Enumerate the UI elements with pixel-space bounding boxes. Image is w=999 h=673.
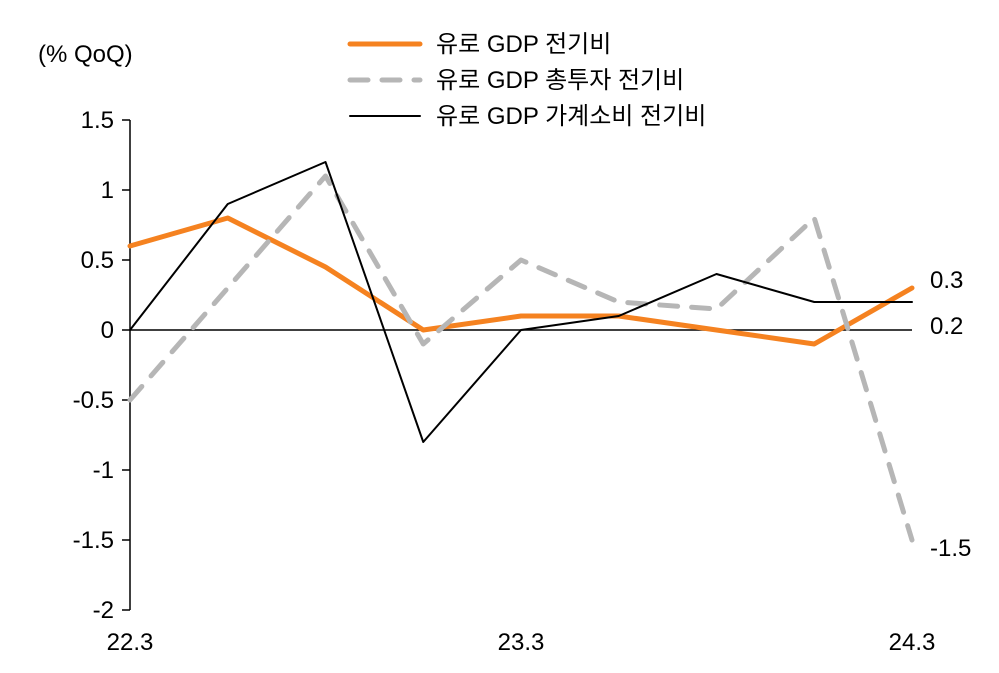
- y-tick-label: -1.5: [73, 527, 114, 554]
- legend-label-gdp: 유로 GDP 전기비: [436, 31, 611, 58]
- x-tick-label: 23.3: [498, 629, 545, 656]
- y-tick-label: -2: [93, 597, 114, 624]
- legend-label-investment: 유로 GDP 총투자 전기비: [436, 67, 684, 94]
- end-label-investment: -1.5: [930, 535, 971, 562]
- y-tick-label: -1: [93, 457, 114, 484]
- x-tick-label: 24.3: [889, 629, 936, 656]
- end-label-consumption: 0.2: [930, 313, 963, 340]
- unit-label: (% QoQ): [38, 41, 133, 68]
- x-tick-label: 22.3: [107, 629, 154, 656]
- y-tick-label: -0.5: [73, 387, 114, 414]
- legend-label-consumption: 유로 GDP 가계소비 전기비: [436, 103, 706, 130]
- y-tick-label: 1: [101, 177, 114, 204]
- chart-bg: [0, 0, 999, 673]
- y-tick-label: 0.5: [81, 247, 114, 274]
- chart-svg: -2 -1.5 -1 -0.5 0 0.5 1 1.5 22.3 23.3 24.3 (% QoQ) 0…: [0, 0, 999, 673]
- y-tick-label: 1.5: [81, 107, 114, 134]
- euro-gdp-chart: -2 -1.5 -1 -0.5 0 0.5 1 1.5 22.3 23.3 24.3 (% QoQ) 0…: [0, 0, 999, 673]
- end-label-gdp: 0.3: [930, 267, 963, 294]
- y-tick-label: 0: [101, 317, 114, 344]
